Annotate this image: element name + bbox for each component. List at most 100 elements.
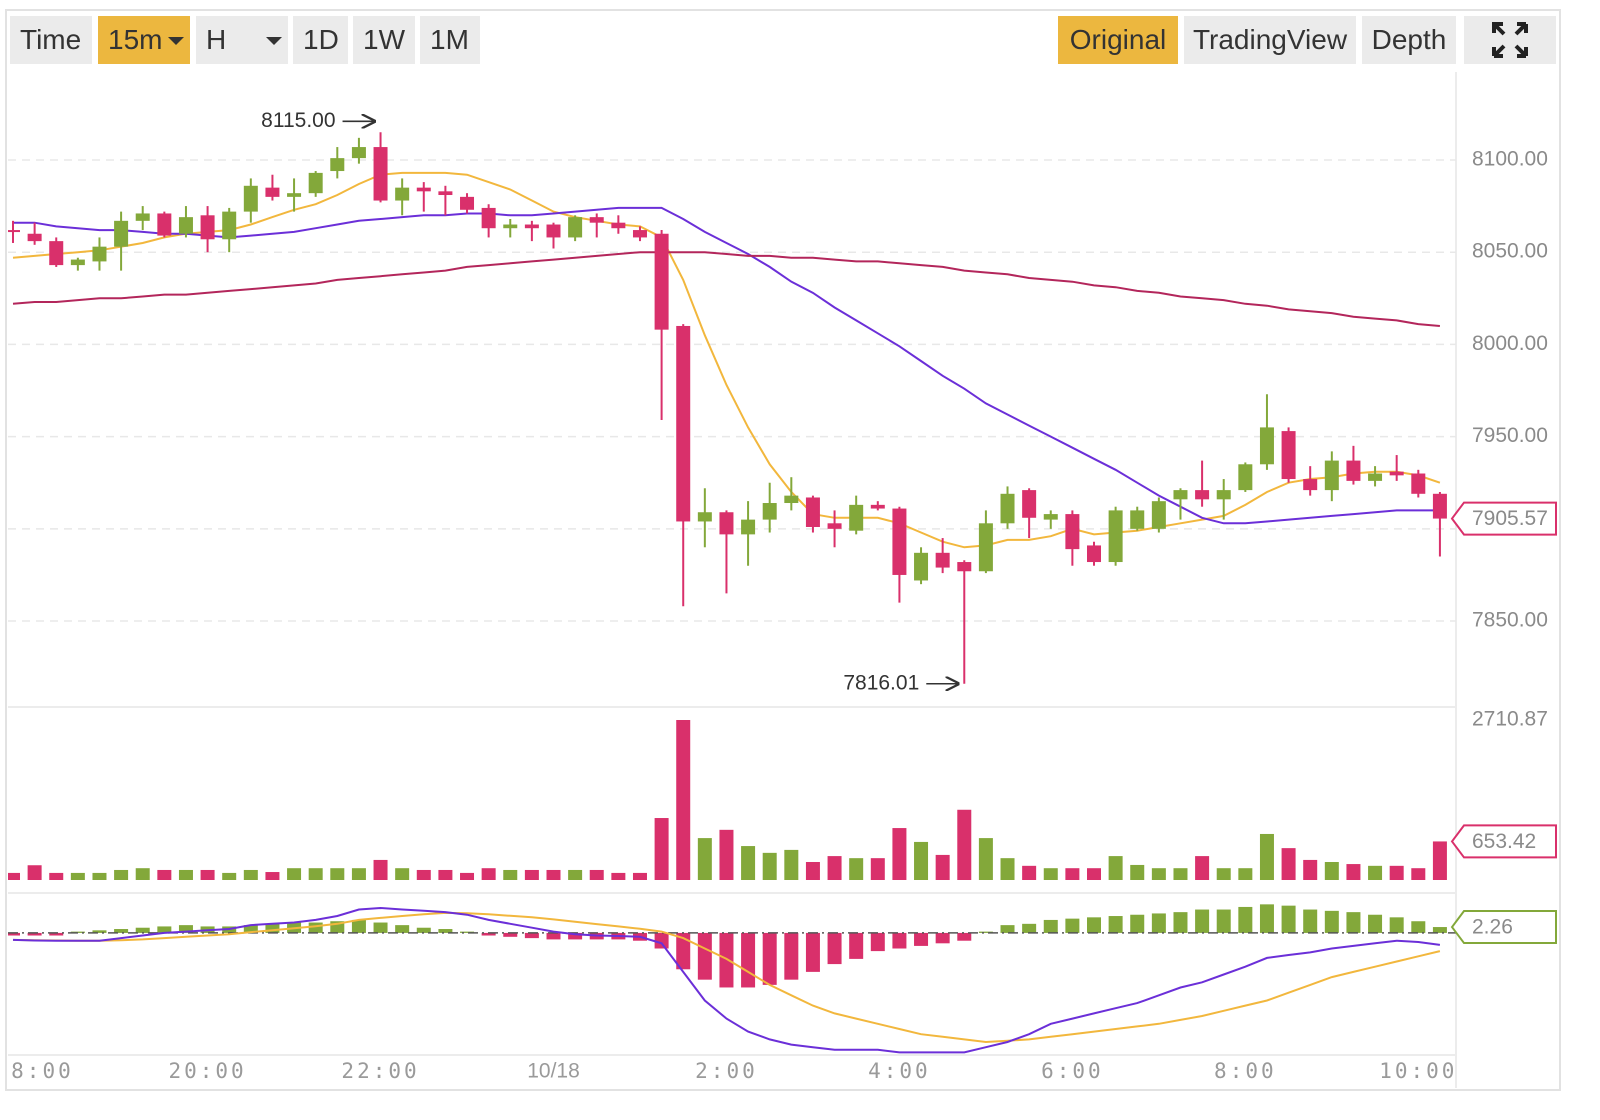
candle-body [935,552,950,568]
volume-bar [330,868,345,880]
macd-bar [27,932,42,936]
dropdown-caret [168,37,184,45]
candle-body [1389,471,1404,476]
interval-button[interactable]: 15m [98,16,190,64]
volume-bar [784,849,799,880]
volume-bar [1303,859,1318,880]
candle-body [460,196,475,210]
fullscreen-button[interactable] [1464,16,1556,64]
volume-bar [1000,858,1015,880]
candle-body [568,217,583,238]
candle-body [330,158,345,172]
macd-bar [935,932,950,944]
volume-bar [676,720,691,880]
volume-bar [503,869,518,880]
candle-body [1324,460,1339,491]
volume-bar [1238,868,1253,880]
candle-body [1346,460,1361,481]
candle-body [1303,479,1318,491]
interval-button[interactable]: H [196,16,288,64]
interval-button[interactable]: 1W [353,16,415,64]
candle-body [524,224,539,229]
candle-body [1087,545,1101,563]
y-tick-label: 2710.87 [1472,708,1548,731]
candle-body [1259,427,1274,465]
view-button[interactable]: Original [1058,16,1178,64]
macd-bar [1216,909,1231,933]
macd-bar [1411,921,1426,933]
macd-bar [265,923,280,933]
candle-body [178,217,193,234]
candle-body [1108,510,1123,563]
macd-bar [330,921,345,933]
view-button[interactable]: TradingView [1184,16,1356,64]
volume-bar [438,869,453,880]
macd-bar [914,932,929,946]
macd-bar [784,932,799,980]
view-button[interactable]: Depth [1362,16,1456,64]
macd-bar [697,932,712,980]
interval-button[interactable]: Time [10,16,92,64]
macd-bar [762,932,777,985]
volume-bar [8,872,20,880]
macd-bar [1238,906,1253,933]
volume-bar [1281,848,1296,880]
volume-bar [1151,868,1166,880]
candle-body [503,224,518,229]
macd-bar [395,925,410,933]
macd-bar [438,929,453,933]
volume-bar [243,869,258,880]
macd-bar [481,932,496,936]
volume-bar [287,868,302,880]
ma-line [12,171,1441,549]
candle-body [395,187,410,201]
macd-bar [1389,917,1404,933]
volume-bar [416,869,431,880]
macd-bar [1000,925,1015,933]
last-value-box [1450,910,1557,945]
volume-bar [373,859,388,880]
volume-bar [524,869,539,880]
volume-bar [27,865,42,880]
macd-bar [978,931,993,933]
volume-bar [1173,868,1188,880]
candle-body [978,523,993,572]
interval-button[interactable]: 1D [293,16,348,64]
candle-body [135,213,150,221]
candle-body [243,185,258,212]
x-tick-label: 20:00 [168,1059,246,1083]
candle-body [1151,501,1166,529]
volume-bar [697,838,712,880]
candle-body [1368,473,1383,481]
frame [5,9,1561,1091]
volume-bar [265,872,280,880]
candle-body [697,512,712,522]
macd-bar [416,927,431,933]
candle-body [1238,464,1253,491]
volume-bar [805,861,820,880]
x-tick-label: 10/18 [527,1060,580,1083]
macd-bar [546,932,561,940]
macd-bar [178,925,193,933]
candle-body [8,230,20,233]
volume-bar [1195,856,1210,880]
last-value-box [1450,824,1557,859]
candle-body [784,495,799,504]
axes: 7850.007900.007950.008000.008050.008100.… [1450,148,1557,945]
macd-bar [870,932,885,952]
x-tick-label: 6:00 [1041,1059,1104,1083]
candle-body [1065,514,1080,550]
interval-button[interactable]: 1M [420,16,480,64]
volume-bar [1043,868,1058,880]
candle-body [1130,510,1145,529]
macd-bar [114,929,129,933]
candle-body [1411,473,1426,494]
candle-body [416,187,431,192]
macd-bar [1324,910,1339,933]
macd-bar [503,932,518,937]
candle-body [308,172,323,194]
candle-body [1000,493,1015,524]
volume-bar [935,854,950,880]
candle-body [805,497,820,527]
